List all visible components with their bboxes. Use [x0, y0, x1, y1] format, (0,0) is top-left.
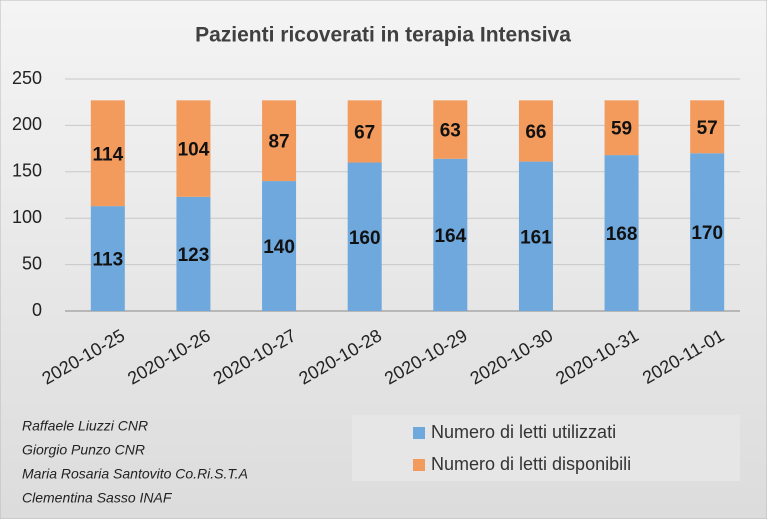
y-tick-label: 150: [12, 161, 42, 181]
data-label: 161: [520, 227, 552, 248]
data-label: 170: [691, 223, 723, 244]
y-tick-label: 100: [12, 207, 42, 227]
data-label: 114: [92, 144, 123, 165]
credit: Raffaele Liuzzi CNR: [22, 418, 148, 434]
data-label: 123: [178, 245, 210, 266]
chart-title: Pazienti ricoverati in terapia Intensiva: [195, 24, 571, 47]
data-label: 67: [354, 122, 375, 143]
bar: [262, 100, 297, 182]
bar: [176, 196, 211, 311]
legend-label: Numero di letti disponibili: [431, 454, 631, 474]
bar: [262, 181, 297, 311]
data-label: 87: [268, 132, 289, 153]
data-label: 66: [525, 122, 546, 143]
bar: [690, 100, 725, 154]
y-tick-label: 0: [32, 300, 42, 320]
bar: [690, 153, 725, 311]
credit: Clementina Sasso INAF: [22, 490, 173, 506]
data-label: 160: [349, 228, 381, 249]
legend-label: Numero di letti utilizzati: [431, 422, 616, 442]
bar: [176, 100, 211, 197]
data-label: 113: [92, 250, 123, 271]
data-label: 168: [606, 224, 638, 245]
bar: [518, 100, 553, 162]
bar: [433, 100, 468, 159]
bar: [433, 158, 468, 311]
credit: Maria Rosaria Santovito Co.Ri.S.T.A: [22, 466, 248, 482]
bar: [604, 100, 639, 156]
data-label: 140: [263, 237, 295, 258]
legend-marker: [413, 427, 425, 439]
data-label: 57: [697, 118, 718, 139]
data-label: 164: [434, 226, 466, 247]
legend-marker: [413, 459, 425, 471]
y-tick-label: 250: [12, 68, 42, 88]
y-tick-label: 50: [22, 253, 42, 273]
bar: [347, 162, 382, 311]
data-label: 63: [440, 121, 461, 142]
data-label: 104: [178, 140, 210, 161]
bar: [90, 100, 125, 207]
credit: Giorgio Punzo CNR: [22, 442, 145, 458]
bar: [90, 206, 125, 311]
bar: [518, 161, 553, 311]
y-tick-label: 200: [12, 114, 42, 134]
data-label: 59: [611, 119, 632, 140]
bar: [604, 155, 639, 311]
bar: [347, 100, 382, 163]
